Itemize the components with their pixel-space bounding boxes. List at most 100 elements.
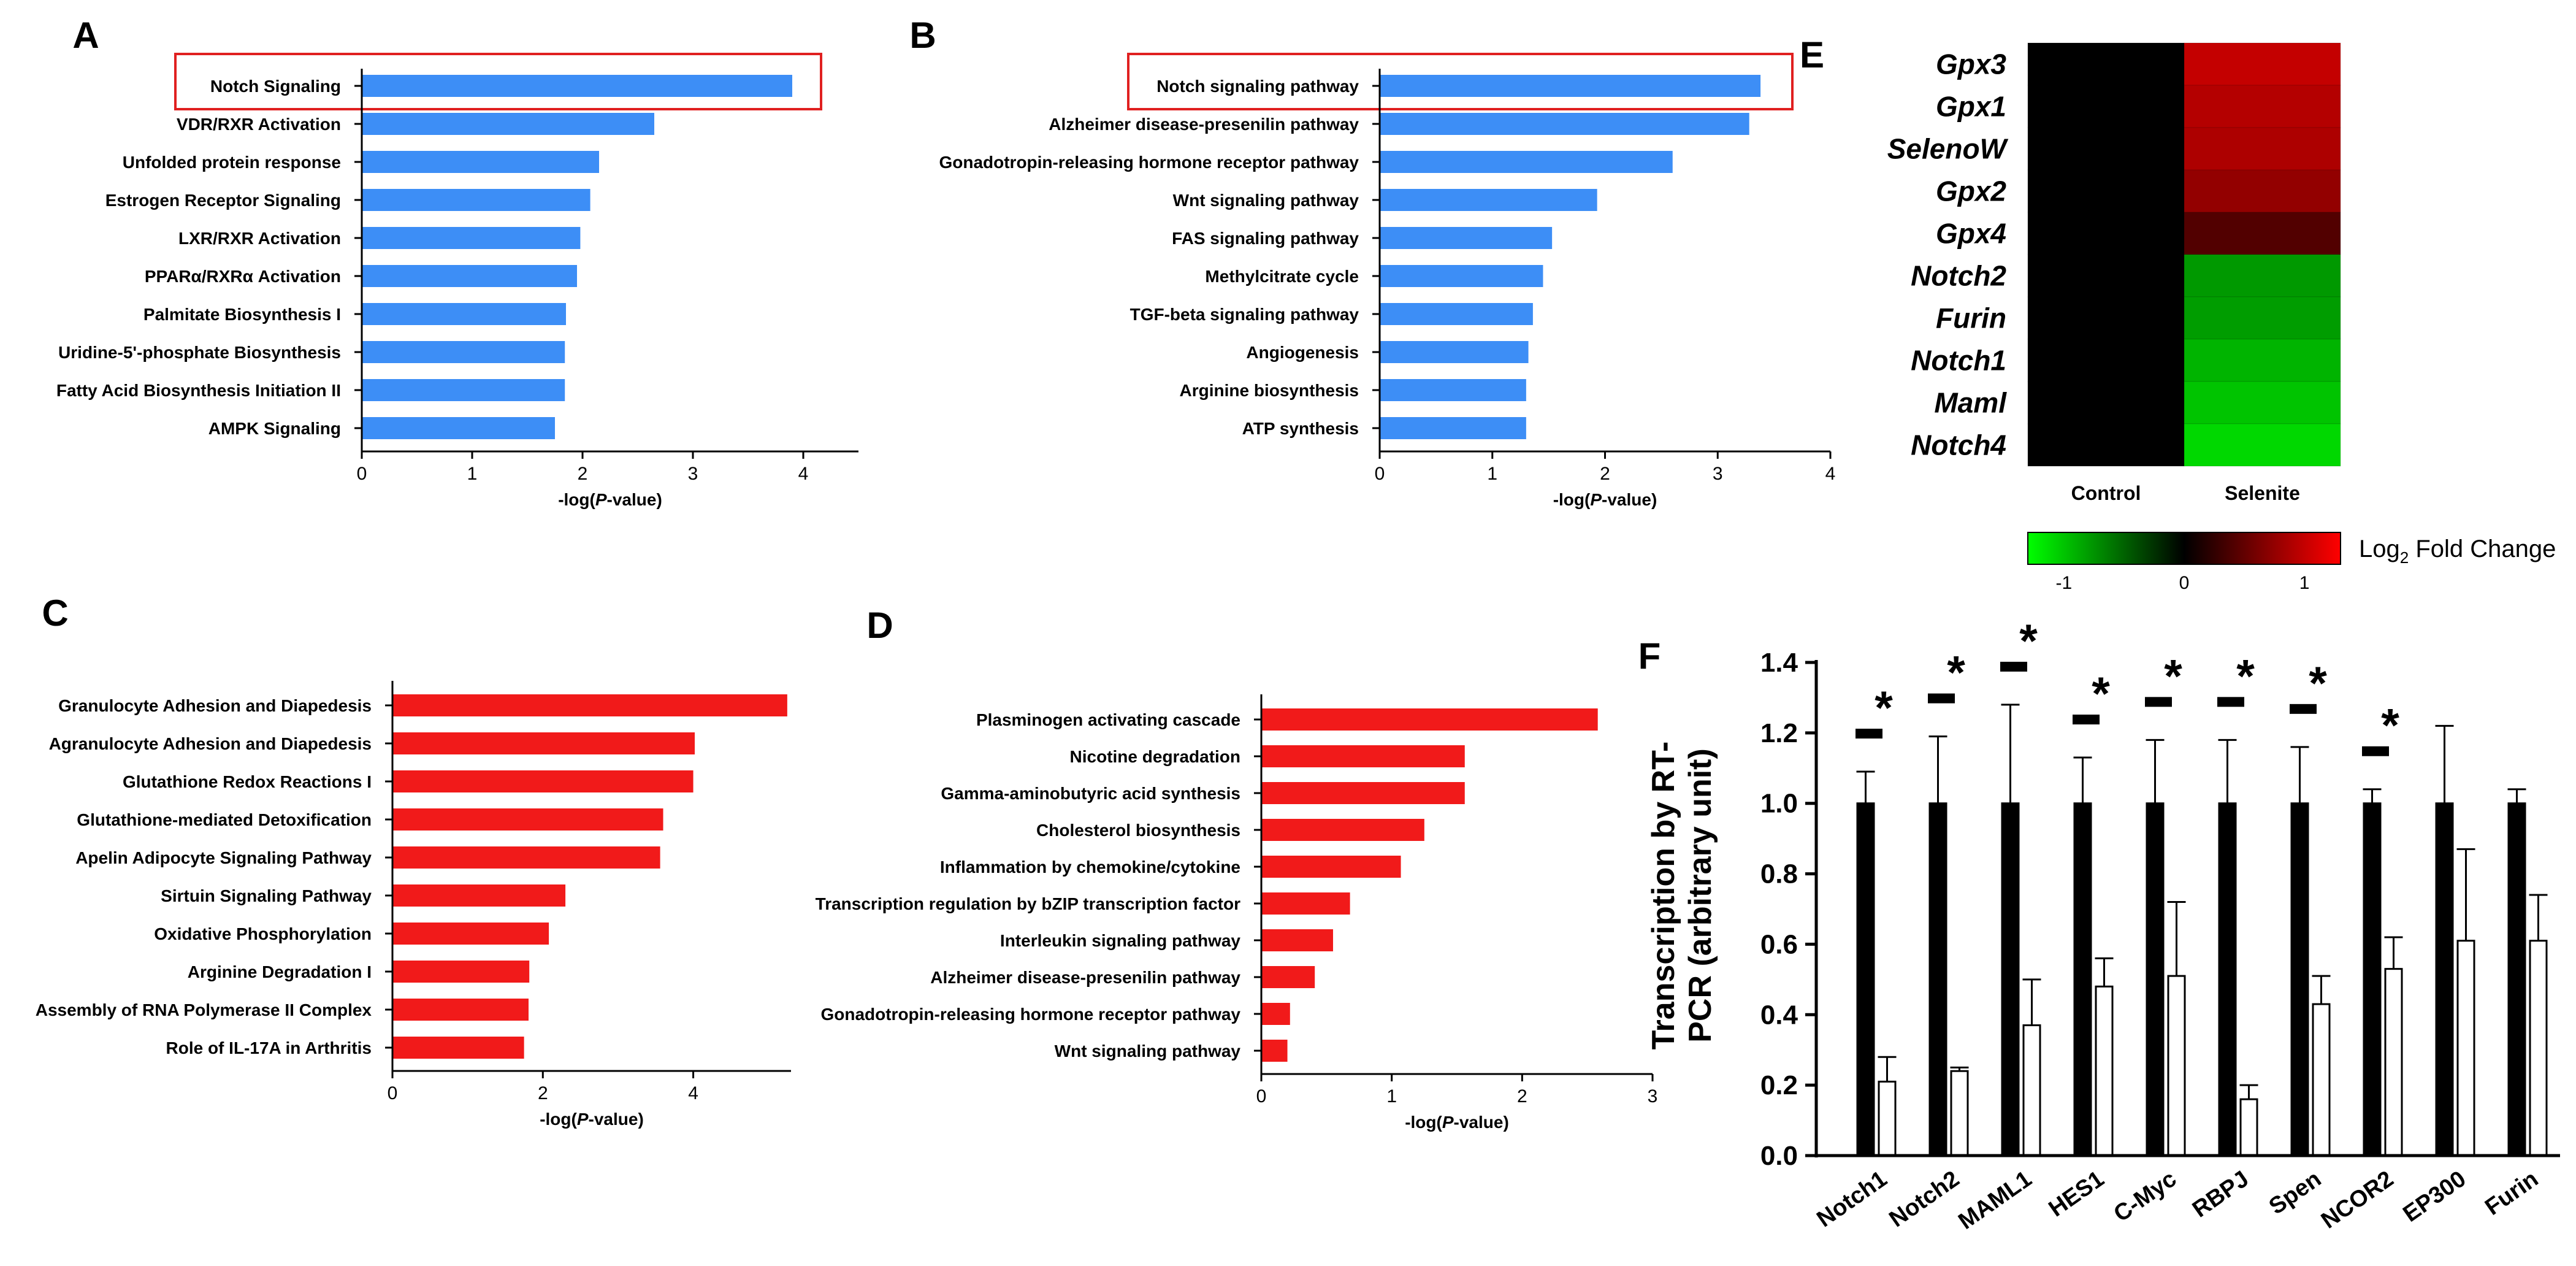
x-axis-title-part: -log(: [1553, 490, 1591, 509]
category-label: Wnt signaling pathway: [1173, 191, 1359, 210]
x-category-label: C-Myc: [2109, 1166, 2181, 1227]
panel-label-e: E: [1800, 34, 1824, 75]
heatmap-cell: [2184, 254, 2341, 297]
x-tick-label: 1: [1487, 464, 1497, 484]
category-label: Agranulocyte Adhesion and Diapedesis: [49, 734, 372, 753]
chart-c: Granulocyte Adhesion and Diapedesis Agran…: [36, 681, 791, 1129]
bar-selenite: [2312, 1003, 2331, 1157]
category-label: Palmitate Biosynthesis I: [143, 305, 341, 324]
category-label: Apelin Adipocyte Signaling Pathway: [75, 848, 372, 867]
y-tick-label: 0.4: [1760, 1000, 1798, 1030]
legend-tick-label: 0: [2179, 573, 2190, 593]
bar-selenite: [2095, 985, 2114, 1157]
category-label: Inflammation by chemokine/cytokine: [940, 857, 1240, 877]
bar-selenite: [1878, 1080, 1897, 1157]
heatmap-cell: [2027, 254, 2185, 297]
bar: [362, 113, 654, 135]
category-label: Notch Signaling: [210, 77, 341, 96]
bar: [392, 999, 529, 1021]
category-label: Alzheimer disease-presenilin pathway: [930, 968, 1240, 987]
heatmap-cell: [2184, 127, 2341, 171]
heatmap-cell: [2027, 169, 2185, 213]
category-label: Plasminogen activating cascade: [976, 710, 1240, 729]
legend-title-part: Log: [2359, 535, 2400, 562]
heatmap-row-label: Notch4: [1911, 429, 2006, 461]
category-label: Nicotine degradation: [1070, 747, 1240, 766]
bar: [1380, 75, 1761, 97]
heatmap-cell: [2027, 42, 2185, 86]
bar: [362, 227, 581, 249]
heatmap-cell: [2184, 296, 2341, 340]
significance-bar: [2145, 697, 2172, 707]
bar: [362, 151, 599, 173]
bar: [1380, 151, 1673, 173]
bar: [392, 770, 694, 792]
x-category-label: HES1: [2044, 1166, 2109, 1222]
category-label: Sirtuin Signaling Pathway: [161, 886, 372, 905]
significance-bar: [2217, 697, 2244, 707]
x-axis-title-italic: P: [1590, 490, 1602, 509]
legend-title-part: Fold Change: [2409, 535, 2556, 562]
heatmap-row-label: Gpx2: [1936, 175, 2006, 207]
heatmap-cell: [2184, 42, 2341, 86]
category-label: Methylcitrate cycle: [1205, 267, 1359, 286]
chart-d: Plasminogen activating cascade Nicotine d…: [816, 694, 1657, 1132]
x-tick-label: 2: [538, 1083, 548, 1103]
bar-control: [2073, 802, 2092, 1157]
x-axis-title-italic: P: [577, 1110, 589, 1129]
y-tick-label: 0.6: [1760, 929, 1798, 959]
y-tick-label: 1.0: [1760, 789, 1798, 819]
bar-control: [1856, 802, 1875, 1157]
bar: [1380, 303, 1533, 325]
bar: [392, 923, 549, 945]
x-tick-label: 2: [578, 464, 588, 484]
category-label: Notch signaling pathway: [1156, 77, 1359, 96]
x-axis-title: -log(P-value): [1553, 490, 1657, 509]
legend-tick-label: -1: [2056, 573, 2073, 593]
category-label: Wnt signaling pathway: [1055, 1042, 1241, 1061]
y-axis-title-line: Transcription by RT-: [1646, 742, 1681, 1050]
x-tick-label: 4: [798, 464, 809, 484]
heatmap-cell: [2184, 169, 2341, 213]
x-axis-title-italic: P: [595, 490, 607, 509]
significance-bar: [2000, 661, 2027, 672]
category-label: TGF-beta signaling pathway: [1130, 305, 1359, 324]
bar: [1380, 341, 1529, 363]
heatmap-cell: [2184, 423, 2341, 467]
panel-label-d: D: [866, 605, 893, 646]
bar: [392, 884, 566, 907]
category-label: Glutathione Redox Reactions I: [123, 772, 372, 791]
bar-control: [2146, 802, 2165, 1157]
x-axis-title-part: -log(: [540, 1110, 577, 1129]
significance-star: *: [1875, 682, 1893, 734]
significance-bar: [2290, 704, 2317, 714]
heatmap-column-label: Selenite: [2225, 482, 2300, 504]
category-label: Alzheimer disease-presenilin pathway: [1049, 115, 1359, 134]
bar-control: [2507, 802, 2526, 1157]
panel-label-f: F: [1638, 635, 1661, 677]
significance-star: *: [1947, 647, 1965, 699]
category-label: Gonadotropin-releasing hormone receptor …: [939, 153, 1359, 172]
bar-selenite: [2022, 1024, 2041, 1157]
x-category-label: Spen: [2265, 1166, 2326, 1220]
legend-title: Log2 Fold Change: [2359, 535, 2556, 567]
category-label: VDR/RXR Activation: [177, 115, 341, 134]
x-axis-title: -log(P-value): [558, 490, 662, 509]
x-axis-title-part: -log(: [1405, 1113, 1442, 1132]
bar-control: [2001, 802, 2020, 1157]
category-label: Glutathione-mediated Detoxification: [77, 810, 372, 829]
bar-selenite: [2384, 968, 2403, 1157]
category-label: Interleukin signaling pathway: [1000, 931, 1240, 950]
bar-selenite: [2529, 940, 2548, 1157]
significance-bar: [1856, 729, 1882, 739]
category-label: Oxidative Phosphorylation: [154, 924, 372, 943]
y-tick-label: 0.0: [1760, 1141, 1798, 1171]
significance-star: *: [2092, 668, 2110, 720]
x-category-label: Furin: [2480, 1166, 2543, 1221]
significance-star: *: [2381, 700, 2399, 752]
x-tick-label: 3: [688, 464, 698, 484]
heatmap-cell: [2027, 212, 2185, 255]
significance-star: *: [2164, 650, 2182, 702]
panel-label-a: A: [72, 15, 99, 56]
